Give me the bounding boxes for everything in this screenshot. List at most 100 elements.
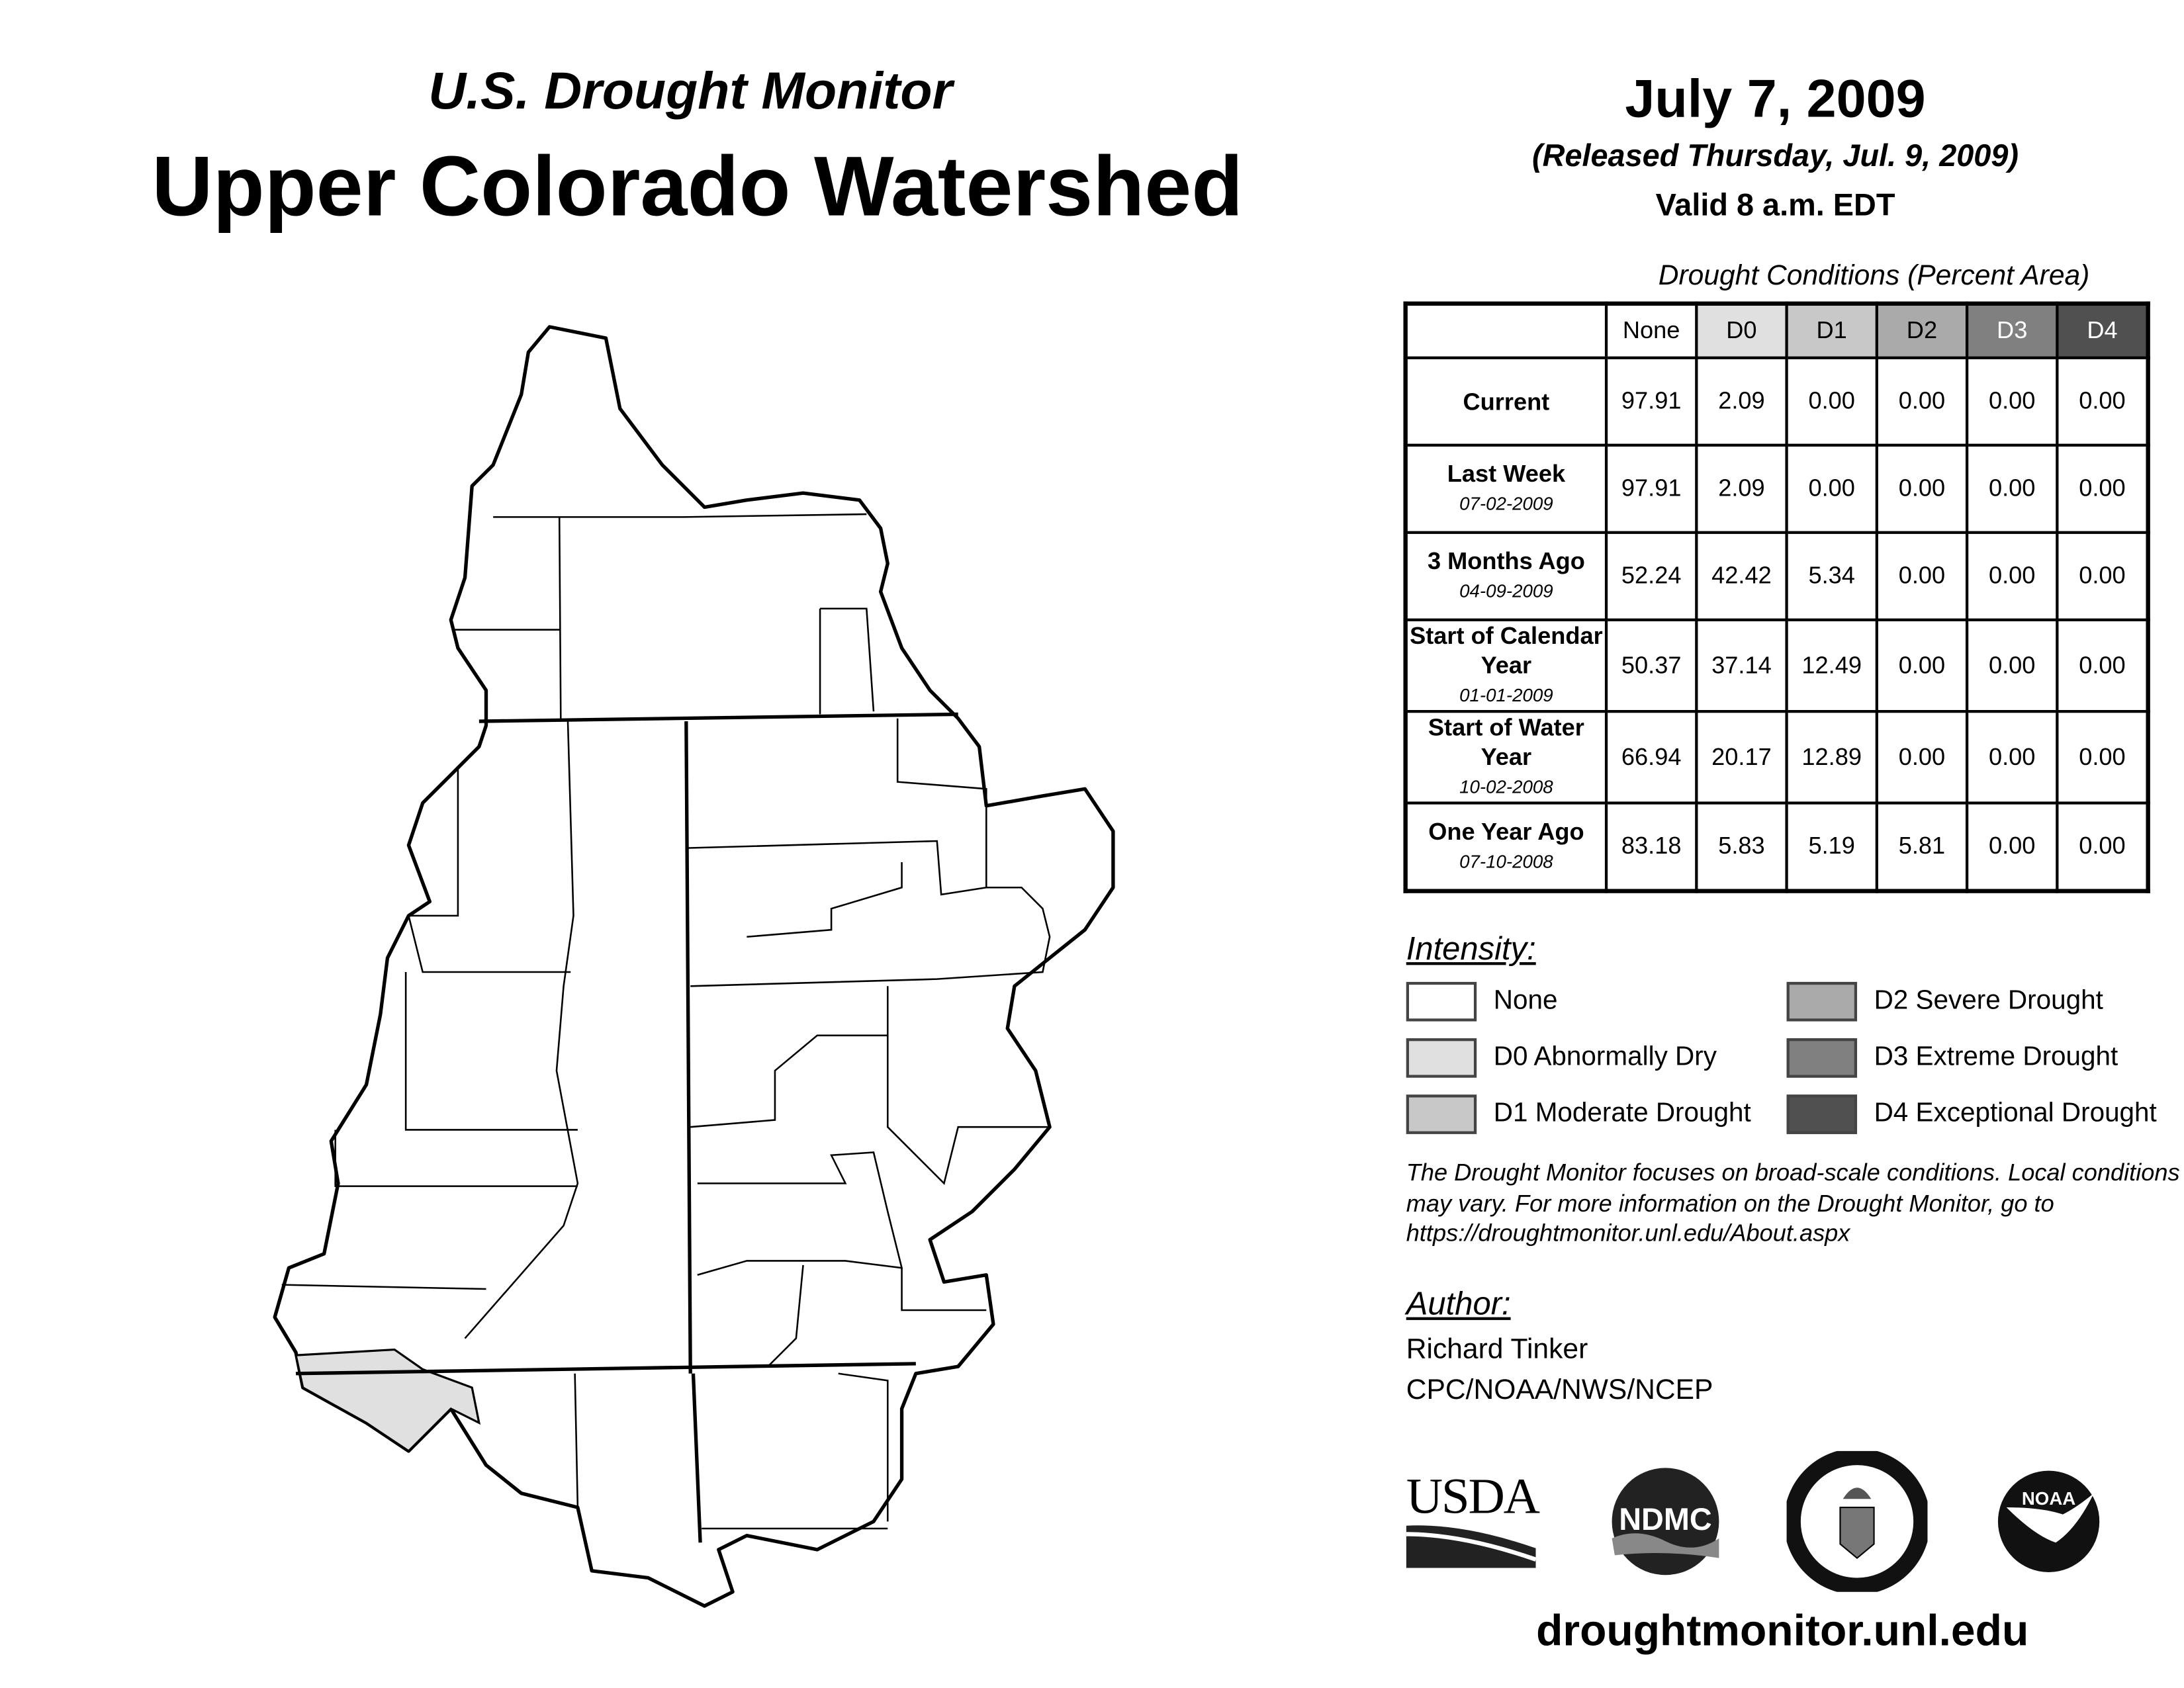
table-cell: 42.42 [1695, 531, 1788, 621]
column-header-d4: D4 [2056, 302, 2150, 359]
table-cell: 0.00 [1965, 710, 2059, 805]
table-row: Current 97.91 2.09 0.00 0.00 0.00 0.00 [1404, 356, 2150, 447]
table-cell: 20.17 [1695, 710, 1788, 805]
row-label-text: Start of Water Year [1428, 714, 1584, 771]
table-row: 3 Months Ago 04-09-2009 52.24 42.42 5.34 0.00… [1404, 531, 2150, 621]
legend-item: D0 Abnormally Dry [1406, 1038, 1787, 1078]
legend-label: D0 Abnormally Dry [1493, 1042, 1717, 1073]
table-cell: 0.00 [2056, 443, 2150, 534]
table-cell: 5.81 [1875, 801, 1969, 893]
row-label: Last Week 07-02-2009 [1404, 443, 1608, 534]
legend-swatch [1406, 1038, 1477, 1078]
row-date: 04-09-2009 [1459, 580, 1553, 602]
legend-item: D4 Exceptional Drought [1786, 1094, 2181, 1134]
table-cell: 0.00 [2056, 618, 2150, 713]
table-cell: 2.09 [1695, 443, 1788, 534]
table-row: One Year Ago 07-10-2008 83.18 5.83 5.19 5.81 0… [1404, 801, 2150, 893]
state-boundaries [296, 712, 958, 1543]
row-label-text: Current [1463, 388, 1550, 415]
table-corner [1405, 303, 1607, 359]
table-cell: 97.91 [1604, 356, 1698, 447]
row-date: 07-10-2008 [1459, 850, 1553, 872]
disclaimer-note: The Drought Monitor focuses on broad-sca… [1406, 1159, 2180, 1247]
table-row: Last Week 07-02-2009 97.91 2.09 0.00 0.00 0.00… [1404, 443, 2150, 534]
noaa-logo: NOAA [1997, 1470, 2100, 1572]
row-label: Start of Calendar Year 01-01-2009 [1404, 618, 1608, 713]
table-cell: 66.94 [1604, 710, 1698, 805]
legend-label: D3 Extreme Drought [1874, 1042, 2118, 1073]
map-title: Upper Colorado Watershed [152, 139, 1244, 234]
row-label-text: 3 Months Ago [1427, 548, 1585, 575]
author-heading: Author: [1406, 1284, 1511, 1322]
table-cell: 0.00 [2056, 710, 2150, 805]
legend-title: Intensity: [1406, 930, 1536, 967]
usda-wordmark: USDA [1406, 1468, 1540, 1525]
department-of-commerce-seal [1786, 1450, 1928, 1592]
table-cell: 0.00 [1965, 356, 2059, 447]
table-row: Start of Calendar Year 01-01-2009 50.37 37.… [1404, 618, 2150, 713]
row-label: One Year Ago 07-10-2008 [1404, 801, 1608, 893]
table-cell: 0.00 [1875, 356, 1969, 447]
legend-item: D2 Severe Drought [1786, 981, 2181, 1022]
map-subtitle: U.S. Drought Monitor [428, 62, 953, 120]
table-cell: 12.89 [1785, 710, 1878, 805]
author-info: Richard Tinker CPC/NOAA/NWS/NCEP [1406, 1330, 1713, 1411]
table-cell: 0.00 [1785, 443, 1878, 534]
column-header-d1: D1 [1785, 302, 1878, 359]
footer-url[interactable]: droughtmonitor.unl.edu [1536, 1606, 2029, 1656]
column-header-none: None [1604, 302, 1698, 359]
legend-swatch [1406, 981, 1477, 1022]
table-cell: 52.24 [1604, 531, 1698, 621]
table-caption: Drought Conditions (Percent Area) [1658, 260, 2090, 292]
legend-swatch [1786, 1038, 1858, 1078]
table-cell: 0.00 [1875, 443, 1969, 534]
row-date: 10-02-2008 [1459, 776, 1553, 798]
table-cell: 83.18 [1604, 801, 1698, 893]
table-cell: 97.91 [1604, 443, 1698, 534]
table-cell: 0.00 [2056, 801, 2150, 893]
table-cell: 2.09 [1695, 356, 1788, 447]
drought-conditions-table: None D0 D1 D2 D3 D4 Current 97.91 2.09 0.00 0.00 0.… [1403, 301, 2150, 893]
watershed-map [273, 325, 1115, 1608]
table-cell: 0.00 [1875, 710, 1969, 805]
ndmc-text: NDMC [1619, 1502, 1711, 1536]
table-cell: 5.19 [1785, 801, 1878, 893]
legend-item: D3 Extreme Drought [1786, 1038, 2181, 1078]
row-label: 3 Months Ago 04-09-2009 [1404, 531, 1608, 621]
legend-swatch [1786, 1094, 1858, 1134]
row-label-text: Last Week [1447, 461, 1566, 488]
table-cell: 5.83 [1695, 801, 1788, 893]
legend-item: D1 Moderate Drought [1406, 1094, 1787, 1134]
legend-swatch [1406, 1094, 1477, 1134]
row-label-text: Start of Calendar Year [1410, 623, 1603, 680]
noaa-text: NOAA [2022, 1488, 2075, 1509]
table-cell: 50.37 [1604, 618, 1698, 713]
legend-item: None [1406, 981, 1787, 1022]
table-cell: 0.00 [1965, 618, 2059, 713]
release-date: (Released Thursday, Jul. 9, 2009) [1532, 138, 2019, 173]
author-org: CPC/NOAA/NWS/NCEP [1406, 1374, 1713, 1406]
table-cell: 0.00 [1965, 801, 2059, 893]
valid-time: Valid 8 a.m. EDT [1655, 187, 1895, 223]
table-cell: 0.00 [1875, 618, 1969, 713]
legend-label: D4 Exceptional Drought [1874, 1098, 2157, 1129]
usda-logo: USDA [1406, 1468, 1540, 1575]
ndmc-logo: NDMC [1612, 1468, 1719, 1576]
table-cell: 37.14 [1695, 618, 1788, 713]
row-label: Start of Water Year 10-02-2008 [1404, 710, 1608, 805]
legend-label: D2 Severe Drought [1874, 986, 2103, 1016]
legend: None D2 Severe Drought D0 Abnormally Dry D3… [1406, 981, 2181, 1134]
table-cell: 0.00 [2056, 531, 2150, 621]
row-label-text: One Year Ago [1428, 818, 1584, 846]
author-name: Richard Tinker [1406, 1334, 1588, 1366]
legend-swatch [1786, 981, 1858, 1022]
table-cell: 0.00 [1965, 443, 2059, 534]
table-cell: 0.00 [1875, 531, 1969, 621]
table-row: Start of Water Year 10-02-2008 66.94 20.17 1… [1404, 710, 2150, 805]
row-date: 01-01-2009 [1459, 684, 1553, 706]
legend-label: D1 Moderate Drought [1493, 1098, 1751, 1129]
table-cell: 0.00 [2056, 356, 2150, 447]
watershed-outline [273, 325, 1115, 1608]
table-cell: 12.49 [1785, 618, 1878, 713]
table-cell: 5.34 [1785, 531, 1878, 621]
